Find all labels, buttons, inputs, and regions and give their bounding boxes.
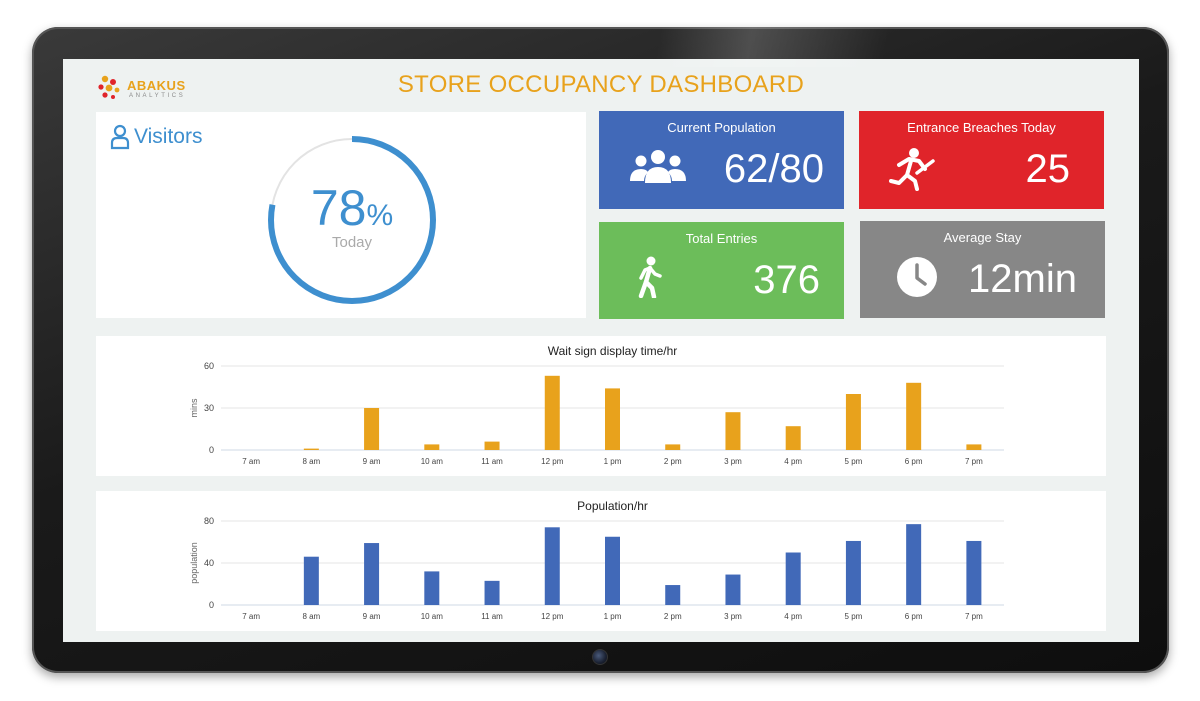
current-population-tile: Current Population 62/80 [599,111,844,209]
clock-icon [897,257,937,297]
percent-sign: % [366,199,394,232]
y-axis-label: mins [189,398,199,418]
population-chart-svg: Population/hr population 0 40 80 7 am 8 am 9 am… [189,499,1004,621]
bar [424,571,440,605]
bar [966,540,982,605]
current-population-label: Current Population [667,120,776,135]
wait-sign-chart-svg: Wait sign display time/hr mins 0 30 60 7 am 8 … [189,344,1004,466]
bar [845,540,861,605]
bar [364,408,380,450]
y-tick-label: 0 [209,600,214,610]
current-population-value: 62/80 [723,147,824,191]
visitors-percent: 78% [266,179,438,237]
walking-person-icon [638,256,662,298]
bar [845,394,861,450]
x-tick-label: 6 pm [905,612,923,621]
y-tick-label: 0 [209,445,214,455]
bar [665,585,681,605]
bar [906,524,922,605]
total-entries-tile: Total Entries 376 [599,222,844,319]
x-tick-label: 7 pm [965,612,983,621]
page-title: STORE OCCUPANCY DASHBOARD [397,71,805,98]
bar [785,552,801,605]
x-tick-label: 5 pm [845,612,863,621]
entrance-breaches-value: 25 [1025,147,1071,191]
bar [484,441,500,450]
average-stay-value: 12min [968,257,1077,301]
total-entries-label: Total Entries [685,231,758,246]
y-tick-label: 60 [204,361,214,371]
x-tick-label: 10 am [421,612,444,621]
y-tick-label: 30 [204,403,214,413]
x-tick-label: 7 pm [965,457,983,466]
x-tick-label: 2 pm [664,457,682,466]
x-tick-label: 3 pm [724,612,742,621]
bar [906,382,922,450]
x-tick-label: 8 am [302,457,320,466]
x-tick-label: 7 am [242,612,260,621]
visitors-gauge: 78% Today [266,134,438,306]
x-tick-label: 2 pm [664,612,682,621]
x-tick-label: 8 am [302,612,320,621]
bar [544,375,560,450]
dashboard-screen: ABAKUS ANALYTICS STORE OCCUPANCY DASHBOA… [63,59,1139,642]
bar [725,574,741,605]
x-tick-label: 1 pm [604,457,622,466]
group-icon [630,150,686,183]
bar [364,543,380,605]
visitors-label: Visitors [134,125,203,148]
bar [605,388,620,450]
wait-sign-chart: Wait sign display time/hr mins 0 30 60 7 am 8 … [96,336,1106,476]
bar [303,448,319,450]
bar [484,580,500,605]
person-outline-icon [110,124,130,150]
monitor-frame: ABAKUS ANALYTICS STORE OCCUPANCY DASHBOA… [32,27,1169,673]
bar [605,536,620,605]
bar [785,426,801,450]
x-tick-label: 4 pm [784,457,802,466]
bar [424,444,440,450]
x-tick-label: 5 pm [845,457,863,466]
chart-title: Population/hr [577,499,648,513]
bar [725,412,741,450]
x-tick-label: 10 am [421,457,444,466]
x-tick-label: 12 pm [541,612,564,621]
y-axis-label: population [189,542,199,584]
running-person-icon [889,148,935,191]
bar [303,556,319,605]
chart-title: Wait sign display time/hr [548,344,678,358]
x-tick-label: 3 pm [724,457,742,466]
total-entries-value: 376 [753,258,820,302]
x-tick-label: 11 am [481,612,503,621]
x-tick-label: 9 am [363,457,381,466]
x-tick-label: 12 pm [541,457,564,466]
bar [665,444,681,450]
bar [544,527,560,605]
x-tick-label: 6 pm [905,457,923,466]
gauge-ring [268,136,436,304]
entrance-breaches-label: Entrance Breaches Today [907,120,1056,135]
webcam [592,649,608,665]
visitors-percent-value: 78 [310,180,367,236]
brand-name: ABAKUS [127,78,186,93]
average-stay-label: Average Stay [943,230,1022,245]
brand-subtitle: ANALYTICS [129,93,186,99]
y-tick-label: 80 [204,516,214,526]
entrance-breaches-tile: Entrance Breaches Today 25 [859,111,1104,209]
x-tick-label: 11 am [481,457,503,466]
population-chart: Population/hr population 0 40 80 7 am 8 am 9 am… [96,491,1106,631]
visitors-card: Visitors 78% Today [96,112,586,318]
x-tick-label: 4 pm [784,612,802,621]
gauge-arc [268,136,436,304]
y-tick-label: 40 [204,558,214,568]
x-tick-label: 1 pm [604,612,622,621]
x-tick-label: 9 am [363,612,381,621]
visitors-period: Today [331,234,373,251]
bar [966,444,982,450]
logo-dots-icon [98,75,120,99]
x-tick-label: 7 am [242,457,260,466]
average-stay-tile: Average Stay 12min [860,221,1105,318]
